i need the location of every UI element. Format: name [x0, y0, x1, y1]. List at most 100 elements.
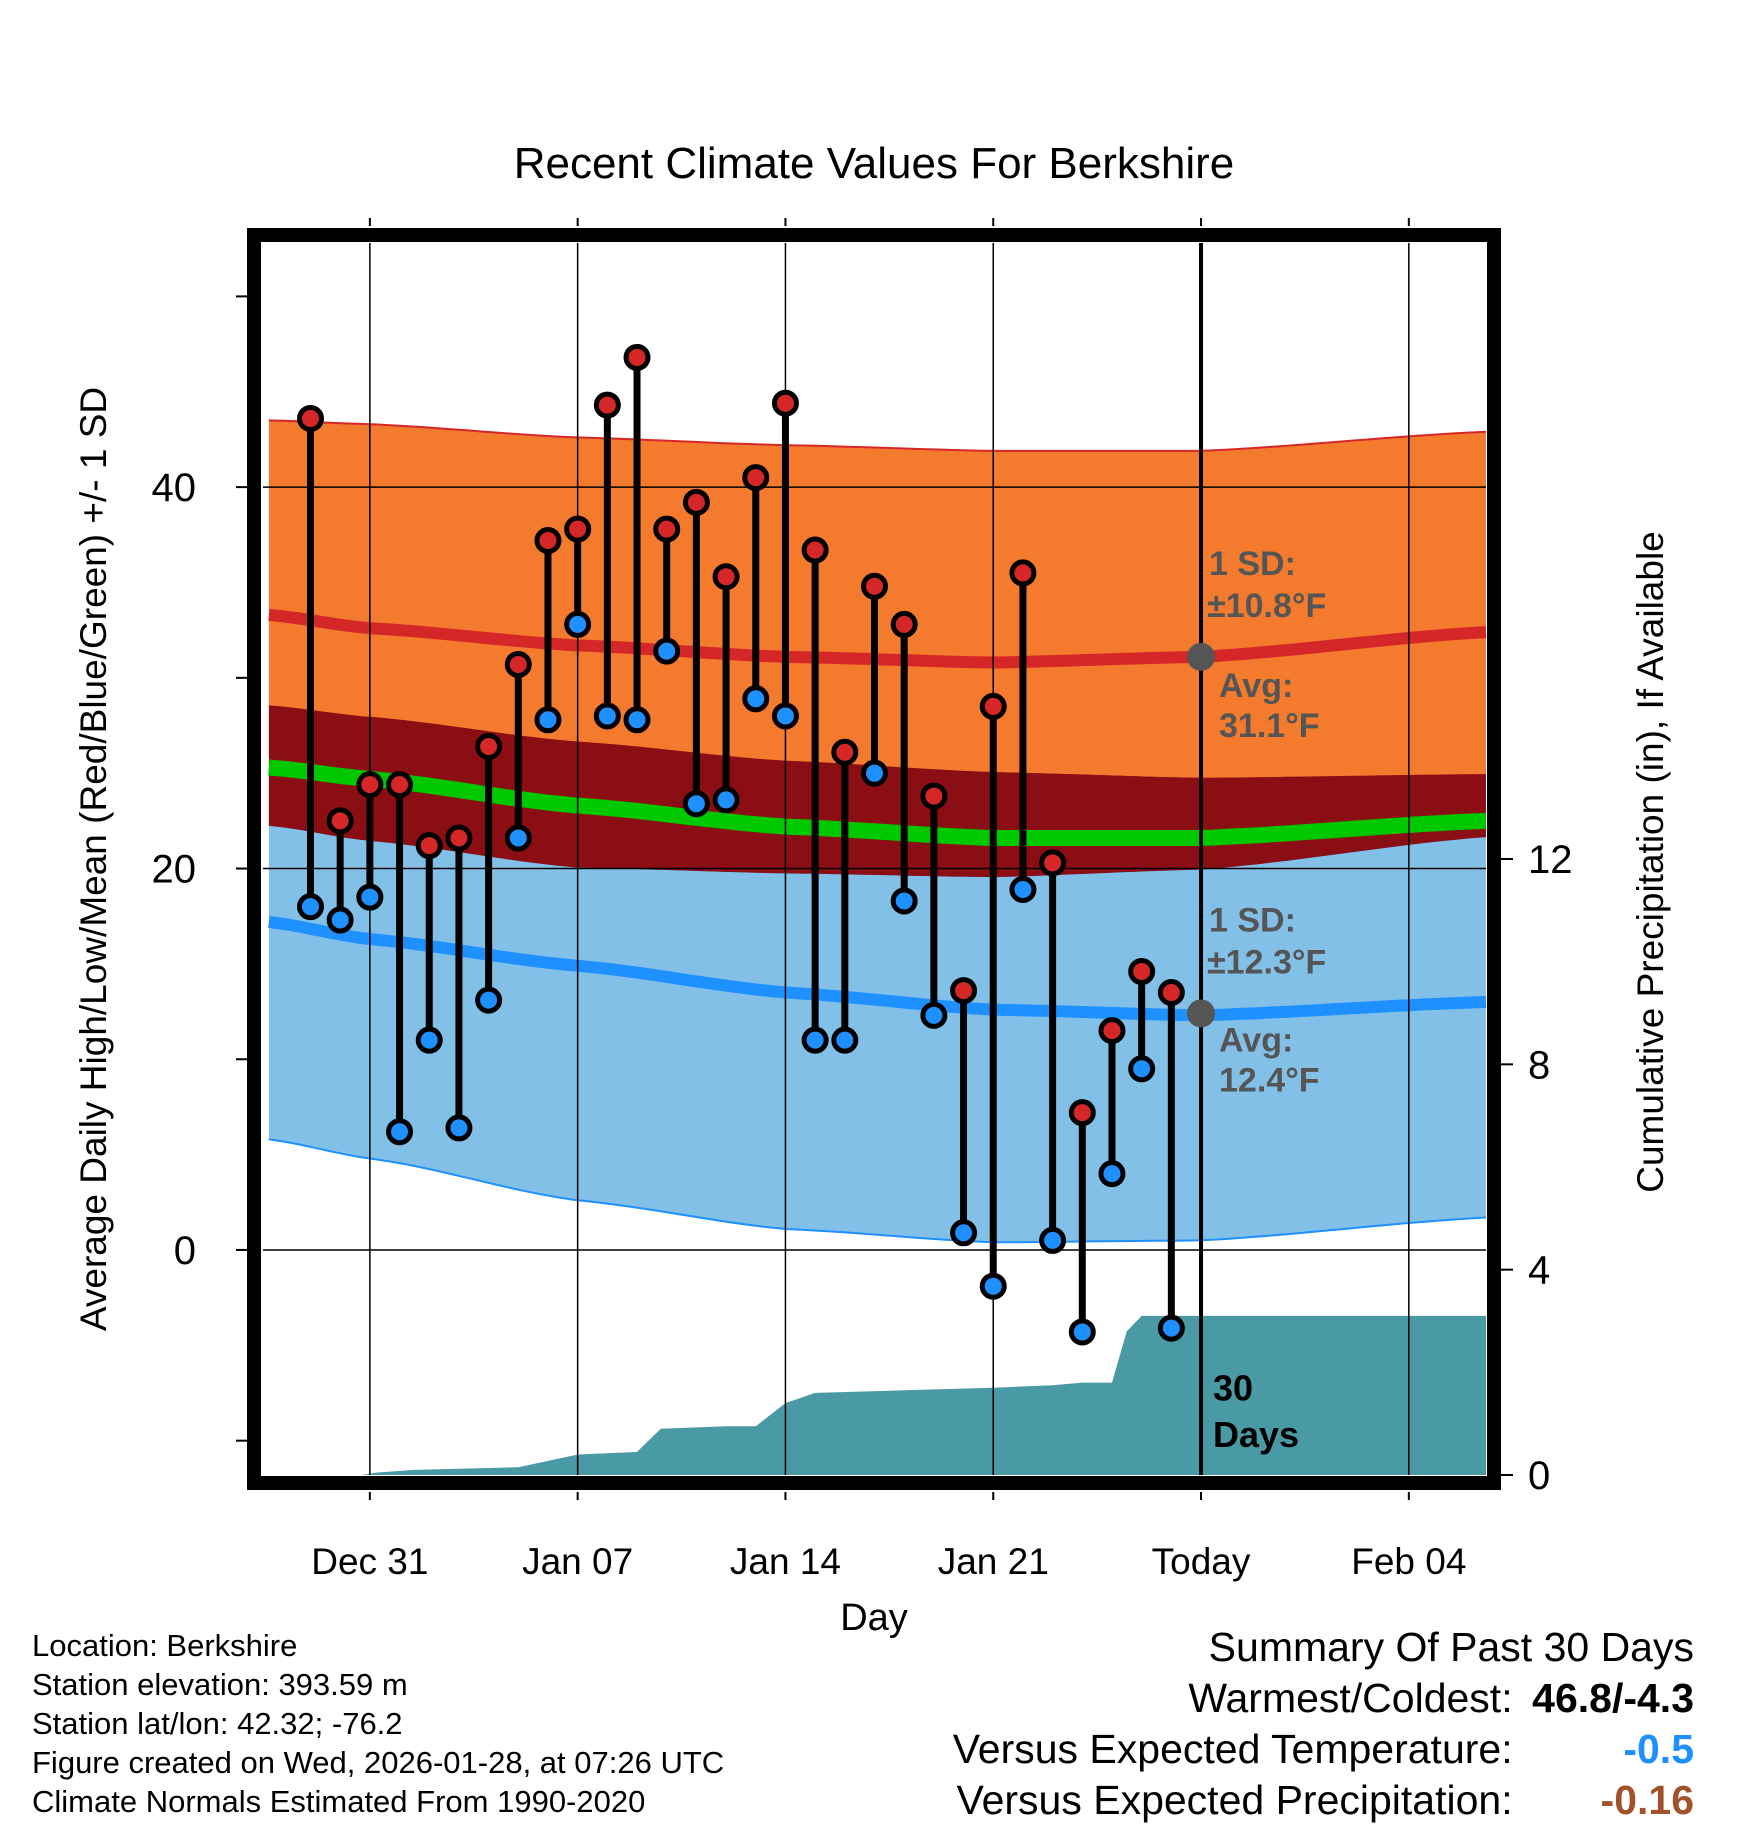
high-point — [890, 610, 918, 638]
low-avg-value: 12.4°F — [1219, 1062, 1320, 1100]
low-sd-band — [268, 824, 1486, 1243]
elevation-text: Station elevation: 393.59 m — [32, 1667, 408, 1702]
high-avg-value: 31.1°F — [1219, 707, 1320, 745]
x-tick-label: Jan 07 — [522, 1541, 633, 1582]
plot-border — [247, 228, 1501, 1490]
low-point — [386, 1118, 414, 1146]
y-axis-label: Average Daily High/Low/Mean (Red/Blue/Gr… — [73, 387, 114, 1331]
low-point — [653, 637, 681, 665]
station-info: Location: Berkshire Station elevation: 3… — [32, 1626, 724, 1821]
x-tick-label: Jan 21 — [938, 1541, 1049, 1582]
low-avg-label: Avg: — [1219, 1022, 1293, 1060]
high-point — [920, 782, 948, 810]
low-avg-marker — [1187, 999, 1216, 1028]
temp-value: -0.5 — [1623, 1726, 1694, 1772]
x-tick-label: Dec 31 — [311, 1541, 428, 1582]
high-point — [564, 515, 592, 543]
low-point — [415, 1026, 443, 1054]
low-sd-value: ±12.3°F — [1207, 943, 1326, 981]
high-point — [326, 807, 354, 835]
high-point — [593, 391, 621, 419]
low-point — [950, 1219, 978, 1247]
low-point — [742, 685, 770, 713]
low-sd-label: 1 SD: — [1209, 901, 1296, 939]
low-point — [682, 790, 710, 818]
summary-warmest-row: Warmest/Coldest: 46.8/-4.3 — [953, 1673, 1694, 1724]
y-tick-label: 20 — [152, 848, 197, 892]
high-sd-value: ±10.8°F — [1207, 587, 1326, 625]
temp-label: Versus Expected Temperature: — [952, 1726, 1513, 1772]
low-point — [831, 1026, 859, 1054]
low-point — [445, 1114, 473, 1142]
chart-title: Recent Climate Values For Berkshire — [514, 139, 1235, 188]
summary-precip-row: Versus Expected Precipitation: -0.16 — [953, 1775, 1695, 1826]
high-point — [831, 738, 859, 766]
y2-tick-label: 4 — [1528, 1249, 1550, 1293]
axes: Recent Climate Values For Berkshire Dec 3… — [73, 139, 1671, 1639]
high-point — [771, 389, 799, 417]
mean-sd-band-lower-edge — [268, 823, 1487, 877]
low-point — [296, 893, 324, 921]
x-tick-label: Feb 04 — [1351, 1541, 1466, 1582]
low-point — [801, 1026, 829, 1054]
precip-label-days: Days — [1213, 1414, 1299, 1455]
precip-value: -0.16 — [1600, 1777, 1694, 1823]
y-tick-label: 40 — [152, 466, 197, 510]
high-point — [356, 771, 384, 799]
low-point — [1157, 1314, 1185, 1342]
high-point — [296, 404, 324, 432]
low-point — [1128, 1055, 1156, 1083]
high-point — [979, 692, 1007, 720]
high-point — [1068, 1099, 1096, 1127]
low-point — [771, 702, 799, 730]
location-text: Location: Berkshire — [32, 1628, 298, 1663]
low-avg-line — [268, 915, 1487, 1022]
high-point — [950, 977, 978, 1005]
high-point — [623, 343, 651, 371]
y2-tick-label: 8 — [1528, 1043, 1550, 1087]
low-point — [534, 706, 562, 734]
low-point — [504, 824, 532, 852]
summary-panel: Summary Of Past 30 Days Warmest/Coldest:… — [953, 1622, 1694, 1826]
plot-frame — [247, 228, 1501, 1490]
high-point — [1128, 958, 1156, 986]
low-point — [1039, 1226, 1067, 1254]
low-point — [1009, 876, 1037, 904]
created-text: Figure created on Wed, 2026-01-28, at 07… — [32, 1745, 725, 1780]
high-point — [712, 563, 740, 591]
summary-temp-row: Versus Expected Temperature: -0.5 — [953, 1724, 1694, 1775]
high-avg-marker — [1187, 642, 1216, 671]
high-point — [1098, 1017, 1126, 1045]
latlon-text: Station lat/lon: 42.32; -76.2 — [32, 1706, 403, 1741]
low-point — [861, 759, 888, 787]
high-sd-label: 1 SD: — [1209, 545, 1296, 583]
x-tick-label: Today — [1152, 1541, 1251, 1582]
high-sd-band-upper-edge — [268, 419, 1487, 452]
low-point — [1068, 1318, 1096, 1346]
high-point — [415, 832, 443, 860]
x-axis-label: Day — [840, 1597, 908, 1639]
high-point — [386, 771, 414, 799]
low-point — [1098, 1160, 1126, 1188]
high-point — [504, 650, 532, 678]
low-point — [356, 883, 384, 911]
low-sd-band-lower-edge — [268, 1138, 1487, 1244]
warmest-value: 46.8/-4.3 — [1532, 1675, 1694, 1721]
x-tick-label: Jan 14 — [730, 1541, 841, 1582]
precip-area: 30 Days — [263, 1315, 1486, 1475]
precip-area-path — [263, 1315, 1486, 1475]
low-point — [564, 610, 592, 638]
y2-tick-label: 12 — [1528, 838, 1573, 882]
mean-avg-line — [268, 759, 1487, 846]
precip-label: Versus Expected Precipitation: — [956, 1777, 1513, 1823]
y2-axis-label: Cumulative Precipitation (in), If Availa… — [1630, 531, 1671, 1193]
precip-label-30: 30 — [1213, 1368, 1253, 1409]
high-point — [1039, 849, 1067, 877]
normals-text: Climate Normals Estimated From 1990-2020 — [32, 1784, 646, 1819]
summary-title: Summary Of Past 30 Days — [1208, 1624, 1694, 1670]
high-point — [445, 824, 473, 852]
high-avg-label: Avg: — [1219, 667, 1293, 705]
high-point — [742, 464, 770, 492]
low-point — [979, 1272, 1007, 1300]
